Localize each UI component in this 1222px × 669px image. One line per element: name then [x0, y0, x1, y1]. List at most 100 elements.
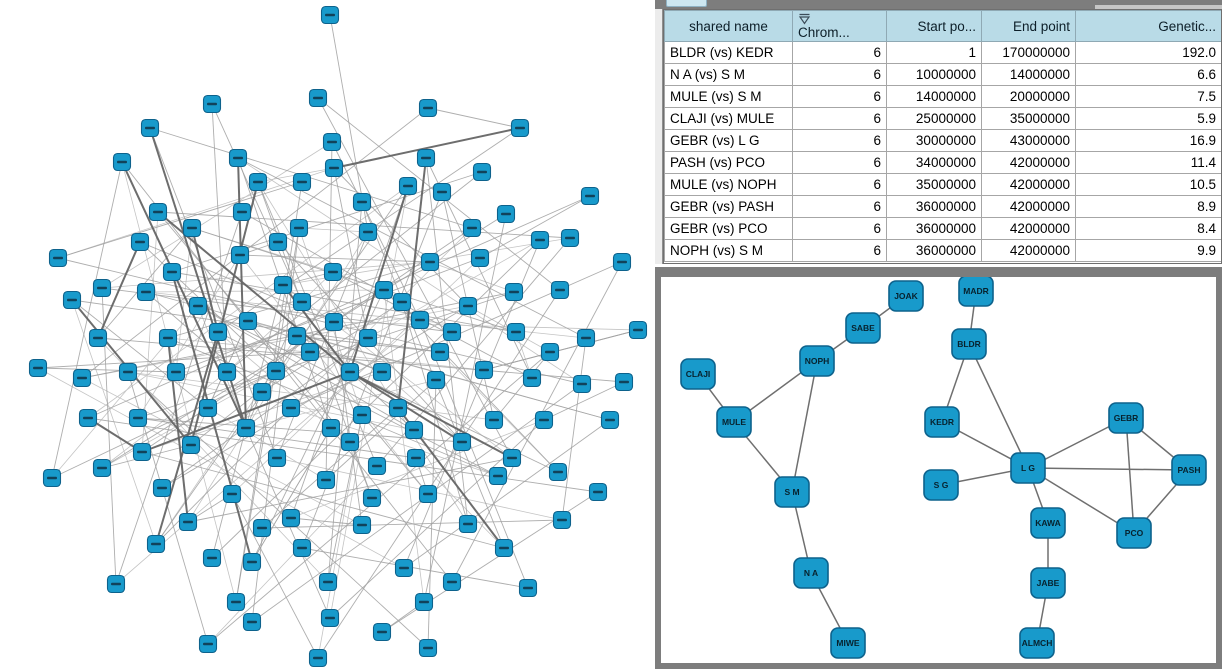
- table-cell[interactable]: 5.9: [1075, 107, 1221, 130]
- table-row[interactable]: BLDR (vs) KEDR 6 1 170000000 192.0: [664, 41, 1221, 64]
- table-cell[interactable]: 14000000: [981, 63, 1076, 86]
- network-node-jabe[interactable]: JABE: [1030, 567, 1066, 599]
- network-node[interactable]: [222, 484, 242, 504]
- table-row[interactable]: PASH (vs) PCO 6 34000000 42000000 11.4: [664, 151, 1221, 174]
- network-node[interactable]: [316, 470, 336, 490]
- network-node[interactable]: [614, 372, 634, 392]
- network-node-noph[interactable]: NOPH: [799, 345, 835, 377]
- network-node[interactable]: [426, 370, 446, 390]
- table-cell[interactable]: 42000000: [981, 151, 1076, 174]
- network-node[interactable]: [92, 458, 112, 478]
- network-node[interactable]: [612, 252, 632, 272]
- network-node[interactable]: [406, 448, 426, 468]
- network-node[interactable]: [318, 572, 338, 592]
- network-node-pco[interactable]: PCO: [1116, 517, 1152, 549]
- node-shape[interactable]: [951, 328, 987, 360]
- network-node[interactable]: [273, 275, 293, 295]
- network-node[interactable]: [182, 218, 202, 238]
- edge-l-g-pco[interactable]: [1027, 467, 1135, 534]
- network-node[interactable]: [148, 202, 168, 222]
- network-node[interactable]: [484, 410, 504, 430]
- network-node[interactable]: [580, 186, 600, 206]
- network-node[interactable]: [458, 296, 478, 316]
- network-node[interactable]: [340, 432, 360, 452]
- network-node[interactable]: [442, 572, 462, 592]
- node-shape[interactable]: [888, 280, 924, 312]
- table-row[interactable]: MULE (vs) NOPH 6 35000000 42000000 10.5: [664, 173, 1221, 196]
- network-node[interactable]: [289, 218, 309, 238]
- network-node[interactable]: [358, 222, 378, 242]
- node-shape[interactable]: [680, 358, 716, 390]
- network-node[interactable]: [308, 648, 328, 668]
- network-node[interactable]: [534, 410, 554, 430]
- column-header-chromosome[interactable]: Chrom...: [792, 10, 887, 42]
- edge-bldr-l-g[interactable]: [968, 343, 1029, 469]
- node-shape[interactable]: [845, 312, 881, 344]
- main-network-view[interactable]: [0, 0, 655, 669]
- network-node[interactable]: [474, 360, 494, 380]
- horizontal-scrollbar-thumb[interactable]: [1095, 5, 1222, 9]
- network-node[interactable]: [230, 245, 250, 265]
- node-shape[interactable]: [1108, 402, 1144, 434]
- table-cell[interactable]: 35000000: [886, 173, 982, 196]
- network-node[interactable]: [242, 552, 262, 572]
- column-header-end-point[interactable]: End point: [981, 10, 1076, 42]
- table-cell[interactable]: 35000000: [981, 107, 1076, 130]
- network-node[interactable]: [252, 382, 272, 402]
- network-node[interactable]: [242, 612, 262, 632]
- network-node[interactable]: [410, 310, 430, 330]
- large-network-canvas[interactable]: [0, 0, 655, 669]
- network-node[interactable]: [588, 482, 608, 502]
- network-node[interactable]: [266, 361, 286, 381]
- table-cell[interactable]: GEBR (vs) L G: [664, 129, 793, 152]
- network-node-n-a[interactable]: N A: [793, 557, 829, 589]
- network-node-bldr[interactable]: BLDR: [951, 328, 987, 360]
- table-cell[interactable]: 42000000: [981, 195, 1076, 218]
- network-node[interactable]: [62, 290, 82, 310]
- node-shape[interactable]: [1171, 454, 1207, 486]
- network-node[interactable]: [232, 202, 252, 222]
- network-node[interactable]: [442, 322, 462, 342]
- node-shape[interactable]: [793, 557, 829, 589]
- network-node[interactable]: [414, 592, 434, 612]
- network-node[interactable]: [88, 328, 108, 348]
- table-cell[interactable]: 6: [792, 85, 887, 108]
- network-node[interactable]: [42, 468, 62, 488]
- network-node-claji[interactable]: CLAJI: [680, 358, 716, 390]
- network-node[interactable]: [162, 262, 182, 282]
- table-cell[interactable]: 6: [792, 239, 887, 262]
- network-node[interactable]: [252, 518, 272, 538]
- network-node[interactable]: [320, 608, 340, 628]
- network-node[interactable]: [324, 158, 344, 178]
- network-node[interactable]: [394, 558, 414, 578]
- table-cell[interactable]: 10000000: [886, 63, 982, 86]
- network-node[interactable]: [324, 312, 344, 332]
- network-node[interactable]: [504, 282, 524, 302]
- node-shape[interactable]: [1116, 517, 1152, 549]
- table-cell[interactable]: 6: [792, 195, 887, 218]
- table-cell[interactable]: CLAJI (vs) MULE: [664, 107, 793, 130]
- table-row[interactable]: GEBR (vs) PASH 6 36000000 42000000 8.9: [664, 195, 1221, 218]
- table-row[interactable]: NOPH (vs) S M 6 36000000 42000000 9.9: [664, 239, 1221, 262]
- network-node-s-m[interactable]: S M: [774, 476, 810, 508]
- table-cell[interactable]: 25000000: [886, 107, 982, 130]
- table-cell[interactable]: MULE (vs) S M: [664, 85, 793, 108]
- table-cell[interactable]: 6: [792, 173, 887, 196]
- network-node-miwe[interactable]: MIWE: [830, 627, 866, 659]
- network-node[interactable]: [248, 172, 268, 192]
- network-node[interactable]: [140, 118, 160, 138]
- network-node[interactable]: [352, 192, 372, 212]
- network-node[interactable]: [340, 362, 360, 382]
- network-node[interactable]: [576, 328, 596, 348]
- network-node[interactable]: [136, 282, 156, 302]
- network-node[interactable]: [208, 322, 228, 342]
- table-cell[interactable]: 6: [792, 107, 887, 130]
- network-node[interactable]: [228, 148, 248, 168]
- node-shape[interactable]: [1030, 567, 1066, 599]
- table-cell[interactable]: 43000000: [981, 129, 1076, 152]
- network-node-almch[interactable]: ALMCH: [1019, 627, 1055, 659]
- network-node[interactable]: [548, 462, 568, 482]
- table-cell[interactable]: NOPH (vs) S M: [664, 239, 793, 262]
- network-node[interactable]: [432, 182, 452, 202]
- network-node[interactable]: [418, 484, 438, 504]
